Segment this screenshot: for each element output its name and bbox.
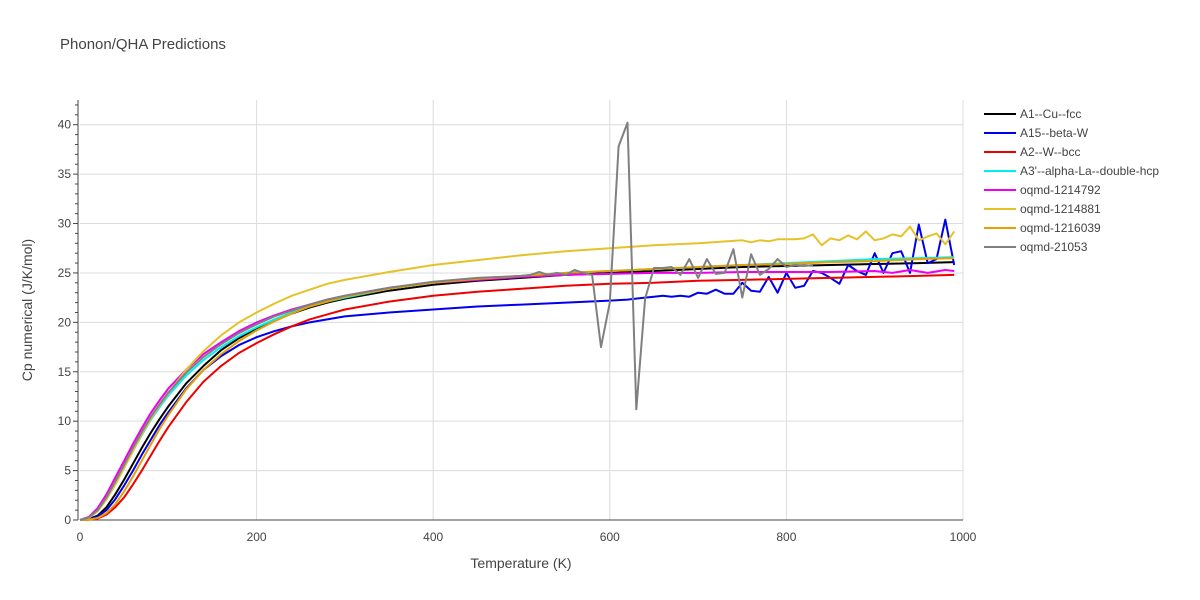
legend-label: oqmd-1214881 <box>1020 201 1101 216</box>
series-line-5[interactable] <box>79 225 956 521</box>
legend-label: oqmd-21053 <box>1020 239 1088 254</box>
x-tick-label: 800 <box>776 530 796 544</box>
y-tick-label: 10 <box>58 414 72 428</box>
legend-swatch <box>984 112 1016 115</box>
legend-swatch <box>984 245 1016 248</box>
legend-item[interactable]: oqmd-1216039 <box>984 218 1159 237</box>
series-line-0[interactable] <box>79 261 955 521</box>
legend-swatch <box>984 188 1016 191</box>
legend-item[interactable]: oqmd-21053 <box>984 237 1159 256</box>
grid-lines <box>80 100 964 520</box>
legend-label: oqmd-1214792 <box>1020 182 1101 197</box>
legend-item[interactable]: A2--W--bcc <box>984 142 1159 161</box>
legend-label: A2--W--bcc <box>1020 144 1081 159</box>
series-line-7[interactable] <box>79 121 814 521</box>
legend-label: A3'--alpha-La--double-hcp <box>1020 163 1160 178</box>
y-tick-label: 25 <box>58 266 72 280</box>
legend-swatch <box>984 207 1016 210</box>
legend-item[interactable]: A1--Cu--fcc <box>984 104 1159 123</box>
chart-title: Phonon/QHA Predictions <box>60 36 226 53</box>
series-line-2[interactable] <box>79 273 955 521</box>
legend-label: A1--Cu--fcc <box>1020 106 1082 121</box>
y-tick-label: 5 <box>64 464 71 478</box>
axes <box>73 100 963 521</box>
series-line-1[interactable] <box>79 218 956 521</box>
series-line-3[interactable] <box>79 256 955 521</box>
legend-item[interactable]: A3'--alpha-La--double-hcp <box>984 161 1159 180</box>
legend-swatch <box>984 131 1016 134</box>
tick-labels: 0 200 400 600 800 1000 0 5 10 15 20 25 30 35 40 <box>58 118 977 544</box>
y-tick-label: 0 <box>64 513 71 527</box>
y-tick-label: 40 <box>58 118 72 132</box>
legend-label: A15--beta-W <box>1020 125 1089 140</box>
legend-item[interactable]: oqmd-1214881 <box>984 199 1159 218</box>
legend-swatch <box>984 226 1016 229</box>
legend-label: oqmd-1216039 <box>1020 220 1101 235</box>
y-tick-label: 15 <box>58 365 72 379</box>
x-tick-label: 200 <box>247 530 267 544</box>
series-line-4[interactable] <box>79 269 955 521</box>
legend-item[interactable]: A15--beta-W <box>984 123 1159 142</box>
x-tick-label: 600 <box>600 530 620 544</box>
x-tick-label: 400 <box>423 530 443 544</box>
x-tick-label: 1000 <box>950 530 977 544</box>
legend-swatch <box>984 169 1016 172</box>
y-axis-title: Cp numerical (J/K/mol) <box>19 239 35 381</box>
legend-item[interactable]: oqmd-1214792 <box>984 180 1159 199</box>
y-tick-label: 20 <box>58 315 72 329</box>
y-tick-label: 35 <box>58 167 72 181</box>
legend-swatch <box>984 150 1016 153</box>
x-axis-title: Temperature (K) <box>470 555 571 571</box>
series-line-6[interactable] <box>79 257 955 521</box>
y-tick-label: 30 <box>58 217 72 231</box>
series-lines <box>79 121 956 521</box>
x-tick-label: 0 <box>77 530 84 544</box>
legend: A1--Cu--fcc A15--beta-W A2--W--bcc A3'--alp… <box>984 104 1159 256</box>
